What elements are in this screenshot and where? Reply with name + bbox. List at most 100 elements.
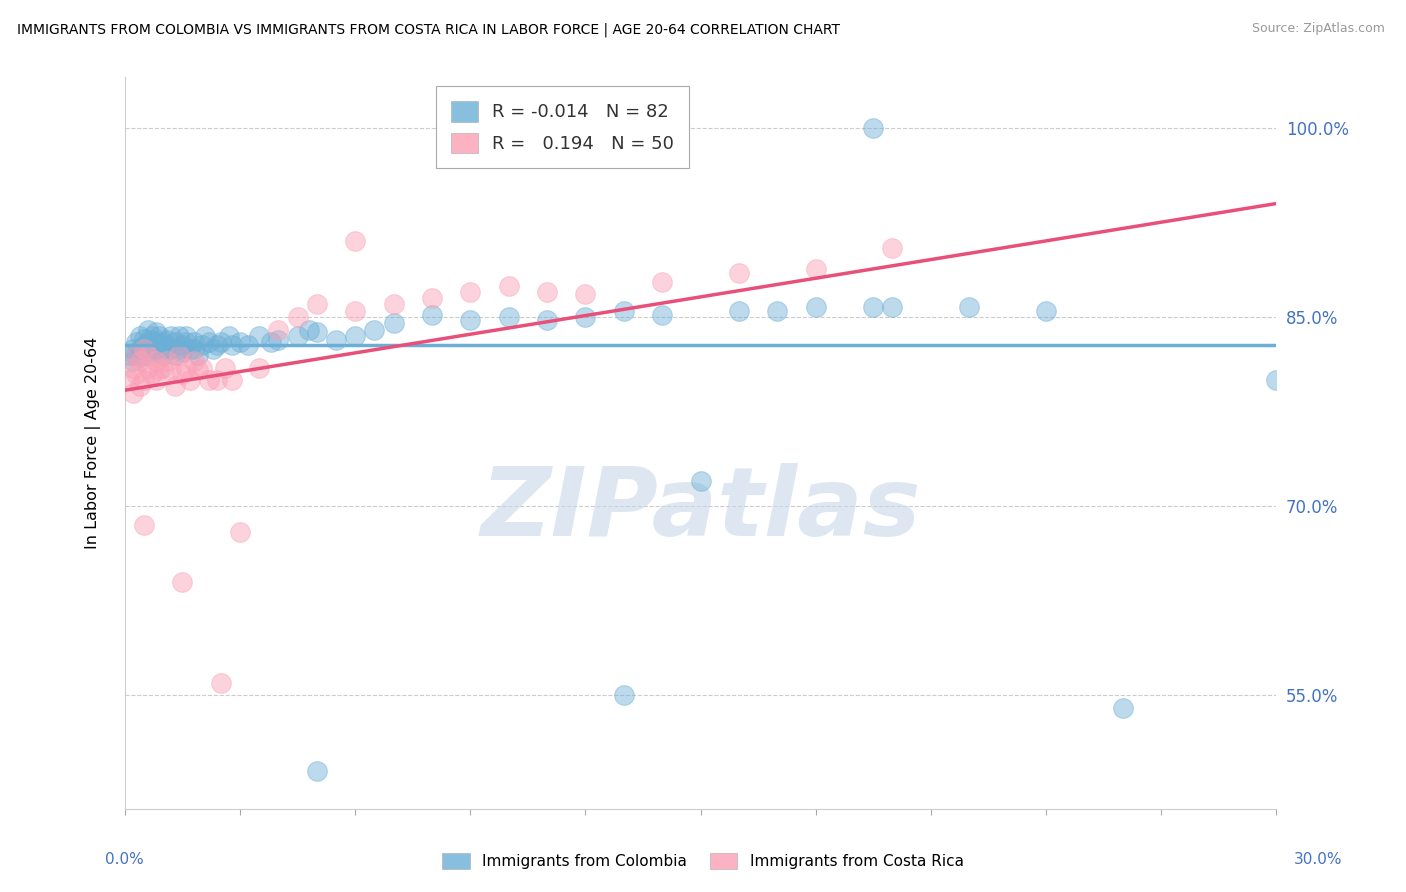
Point — [129, 329, 152, 343]
Point — [651, 308, 673, 322]
Point — [148, 345, 170, 359]
Point — [152, 342, 174, 356]
Point — [209, 676, 232, 690]
Point — [420, 308, 443, 322]
Point — [804, 300, 827, 314]
Point — [179, 342, 201, 356]
Point — [129, 342, 152, 356]
Point — [325, 333, 347, 347]
Point — [574, 287, 596, 301]
Point — [183, 342, 205, 356]
Point — [141, 329, 163, 343]
Point — [163, 348, 186, 362]
Point — [498, 310, 520, 324]
Point — [156, 354, 179, 368]
Point — [136, 348, 159, 362]
Point — [145, 342, 167, 356]
Point — [118, 348, 141, 362]
Point — [145, 354, 167, 368]
Point — [148, 363, 170, 377]
Point — [160, 363, 183, 377]
Point — [172, 345, 194, 359]
Point — [145, 325, 167, 339]
Point — [176, 360, 198, 375]
Point — [172, 574, 194, 589]
Point — [267, 323, 290, 337]
Point — [121, 360, 143, 375]
Point — [766, 303, 789, 318]
Point — [689, 474, 711, 488]
Point — [862, 300, 884, 314]
Point — [152, 348, 174, 362]
Point — [167, 329, 190, 343]
Point — [363, 323, 385, 337]
Point — [167, 348, 190, 362]
Point — [613, 303, 636, 318]
Point — [1035, 303, 1057, 318]
Point — [167, 342, 190, 356]
Point — [957, 300, 980, 314]
Point — [132, 373, 155, 387]
Point — [136, 335, 159, 350]
Point — [882, 241, 904, 255]
Point — [229, 524, 252, 539]
Point — [187, 348, 209, 362]
Point — [198, 373, 221, 387]
Point — [125, 335, 148, 350]
Point — [187, 363, 209, 377]
Y-axis label: In Labor Force | Age 20-64: In Labor Force | Age 20-64 — [86, 337, 101, 549]
Point — [574, 310, 596, 324]
Text: Source: ZipAtlas.com: Source: ZipAtlas.com — [1251, 22, 1385, 36]
Point — [205, 373, 228, 387]
Point — [145, 373, 167, 387]
Point — [141, 345, 163, 359]
Point — [198, 335, 221, 350]
Point — [121, 354, 143, 368]
Point — [148, 338, 170, 352]
Point — [728, 303, 751, 318]
Point — [176, 335, 198, 350]
Point — [221, 338, 243, 352]
Point — [420, 291, 443, 305]
Point — [344, 329, 367, 343]
Point — [136, 360, 159, 375]
Point — [267, 333, 290, 347]
Point — [458, 285, 481, 299]
Point — [172, 338, 194, 352]
Point — [121, 385, 143, 400]
Text: 30.0%: 30.0% — [1295, 852, 1343, 867]
Point — [152, 360, 174, 375]
Point — [458, 312, 481, 326]
Point — [156, 333, 179, 347]
Point — [132, 338, 155, 352]
Point — [247, 360, 270, 375]
Legend: Immigrants from Colombia, Immigrants from Costa Rica: Immigrants from Colombia, Immigrants fro… — [436, 847, 970, 875]
Point — [202, 342, 225, 356]
Point — [125, 348, 148, 362]
Point — [536, 285, 558, 299]
Point — [287, 310, 309, 324]
Point — [209, 335, 232, 350]
Point — [125, 348, 148, 362]
Point — [183, 354, 205, 368]
Point — [121, 342, 143, 356]
Point — [190, 338, 212, 352]
Text: IMMIGRANTS FROM COLOMBIA VS IMMIGRANTS FROM COSTA RICA IN LABOR FORCE | AGE 20-6: IMMIGRANTS FROM COLOMBIA VS IMMIGRANTS F… — [17, 22, 839, 37]
Point — [136, 323, 159, 337]
Point — [229, 335, 252, 350]
Point — [160, 329, 183, 343]
Point — [305, 764, 328, 779]
Point — [129, 379, 152, 393]
Point — [221, 373, 243, 387]
Point — [179, 373, 201, 387]
Point — [132, 348, 155, 362]
Point — [190, 360, 212, 375]
Point — [141, 333, 163, 347]
Point — [145, 335, 167, 350]
Point — [536, 312, 558, 326]
Point — [305, 297, 328, 311]
Point — [382, 297, 405, 311]
Point — [214, 360, 236, 375]
Point — [183, 335, 205, 350]
Point — [344, 303, 367, 318]
